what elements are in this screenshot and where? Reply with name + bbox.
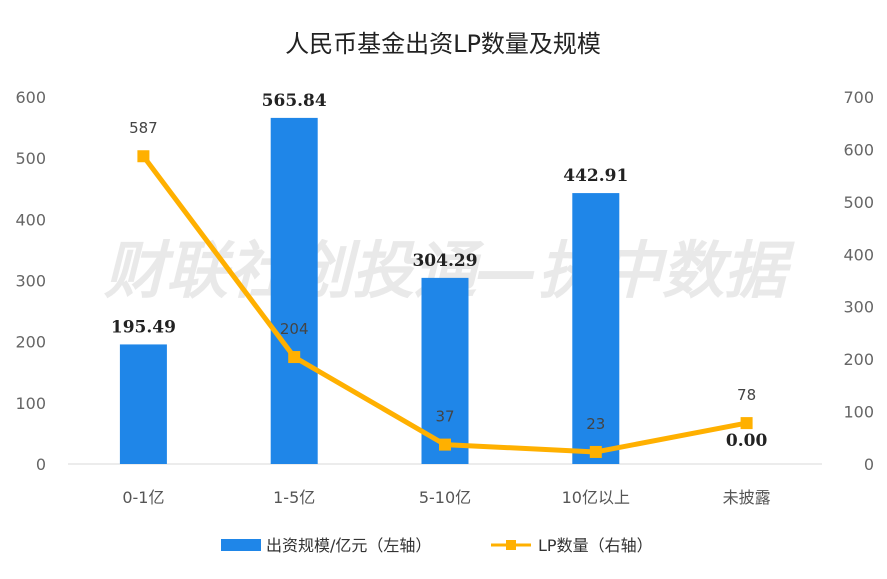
line-point xyxy=(137,150,150,163)
left-tick-label: 600 xyxy=(15,88,46,107)
line-point xyxy=(589,445,602,458)
category-label: 0-1亿 xyxy=(122,488,164,507)
bar-data-label: 195.49 xyxy=(111,317,176,337)
line-data-label: 23 xyxy=(586,415,605,433)
bar-data-label: 442.91 xyxy=(563,166,628,186)
category-label: 未披露 xyxy=(723,488,771,507)
bar-data-label: 0.00 xyxy=(726,431,768,451)
line-point xyxy=(740,417,753,430)
right-axis-ticks: 0 100 200 300 400 500 600 700 xyxy=(843,88,874,474)
bar xyxy=(270,117,318,464)
right-tick-label: 600 xyxy=(843,140,874,159)
line-point xyxy=(288,351,301,364)
right-tick-label: 200 xyxy=(843,350,874,369)
category-labels: 0-1亿 1-5亿 5-10亿 10亿以上 未披露 xyxy=(122,488,770,507)
left-axis-ticks: 0 100 200 300 400 500 600 xyxy=(15,88,46,474)
chart-title: 人民币基金出资LP数量及规模 xyxy=(285,30,601,58)
bar xyxy=(572,193,620,464)
right-tick-label: 300 xyxy=(843,298,874,317)
right-tick-label: 400 xyxy=(843,245,874,264)
line-data-label: 204 xyxy=(280,320,309,338)
bar-data-label: 304.29 xyxy=(412,251,477,271)
left-tick-label: 100 xyxy=(15,394,46,413)
line-data-label: 78 xyxy=(737,386,756,404)
right-tick-label: 0 xyxy=(864,455,874,474)
bar xyxy=(119,344,167,464)
category-label: 5-10亿 xyxy=(419,488,471,507)
bar-data-label: 565.84 xyxy=(262,91,327,111)
legend-bar-label: 出资规模/亿元（左轴） xyxy=(266,536,431,555)
right-tick-label: 700 xyxy=(843,88,874,107)
category-label: 1-5亿 xyxy=(273,488,315,507)
right-tick-label: 100 xyxy=(843,403,874,422)
left-tick-label: 400 xyxy=(15,210,46,229)
legend-line-label: LP数量（右轴） xyxy=(538,536,653,555)
left-tick-label: 500 xyxy=(15,149,46,168)
legend-bar-swatch xyxy=(221,539,261,551)
right-tick-label: 500 xyxy=(843,193,874,212)
line-data-label: 587 xyxy=(129,119,158,137)
left-tick-label: 200 xyxy=(15,333,46,352)
left-tick-label: 0 xyxy=(36,455,46,474)
bar-series: 195.49 565.84 304.29 442.91 0.00 xyxy=(111,91,768,464)
legend-line-marker xyxy=(506,540,516,550)
left-tick-label: 300 xyxy=(15,272,46,291)
line-point xyxy=(439,438,451,451)
category-label: 10亿以上 xyxy=(562,488,630,507)
line-data-label: 37 xyxy=(435,408,454,426)
legend: 出资规模/亿元（左轴） LP数量（右轴） xyxy=(221,536,653,555)
line-series: 587 204 37 23 78 xyxy=(129,119,756,458)
